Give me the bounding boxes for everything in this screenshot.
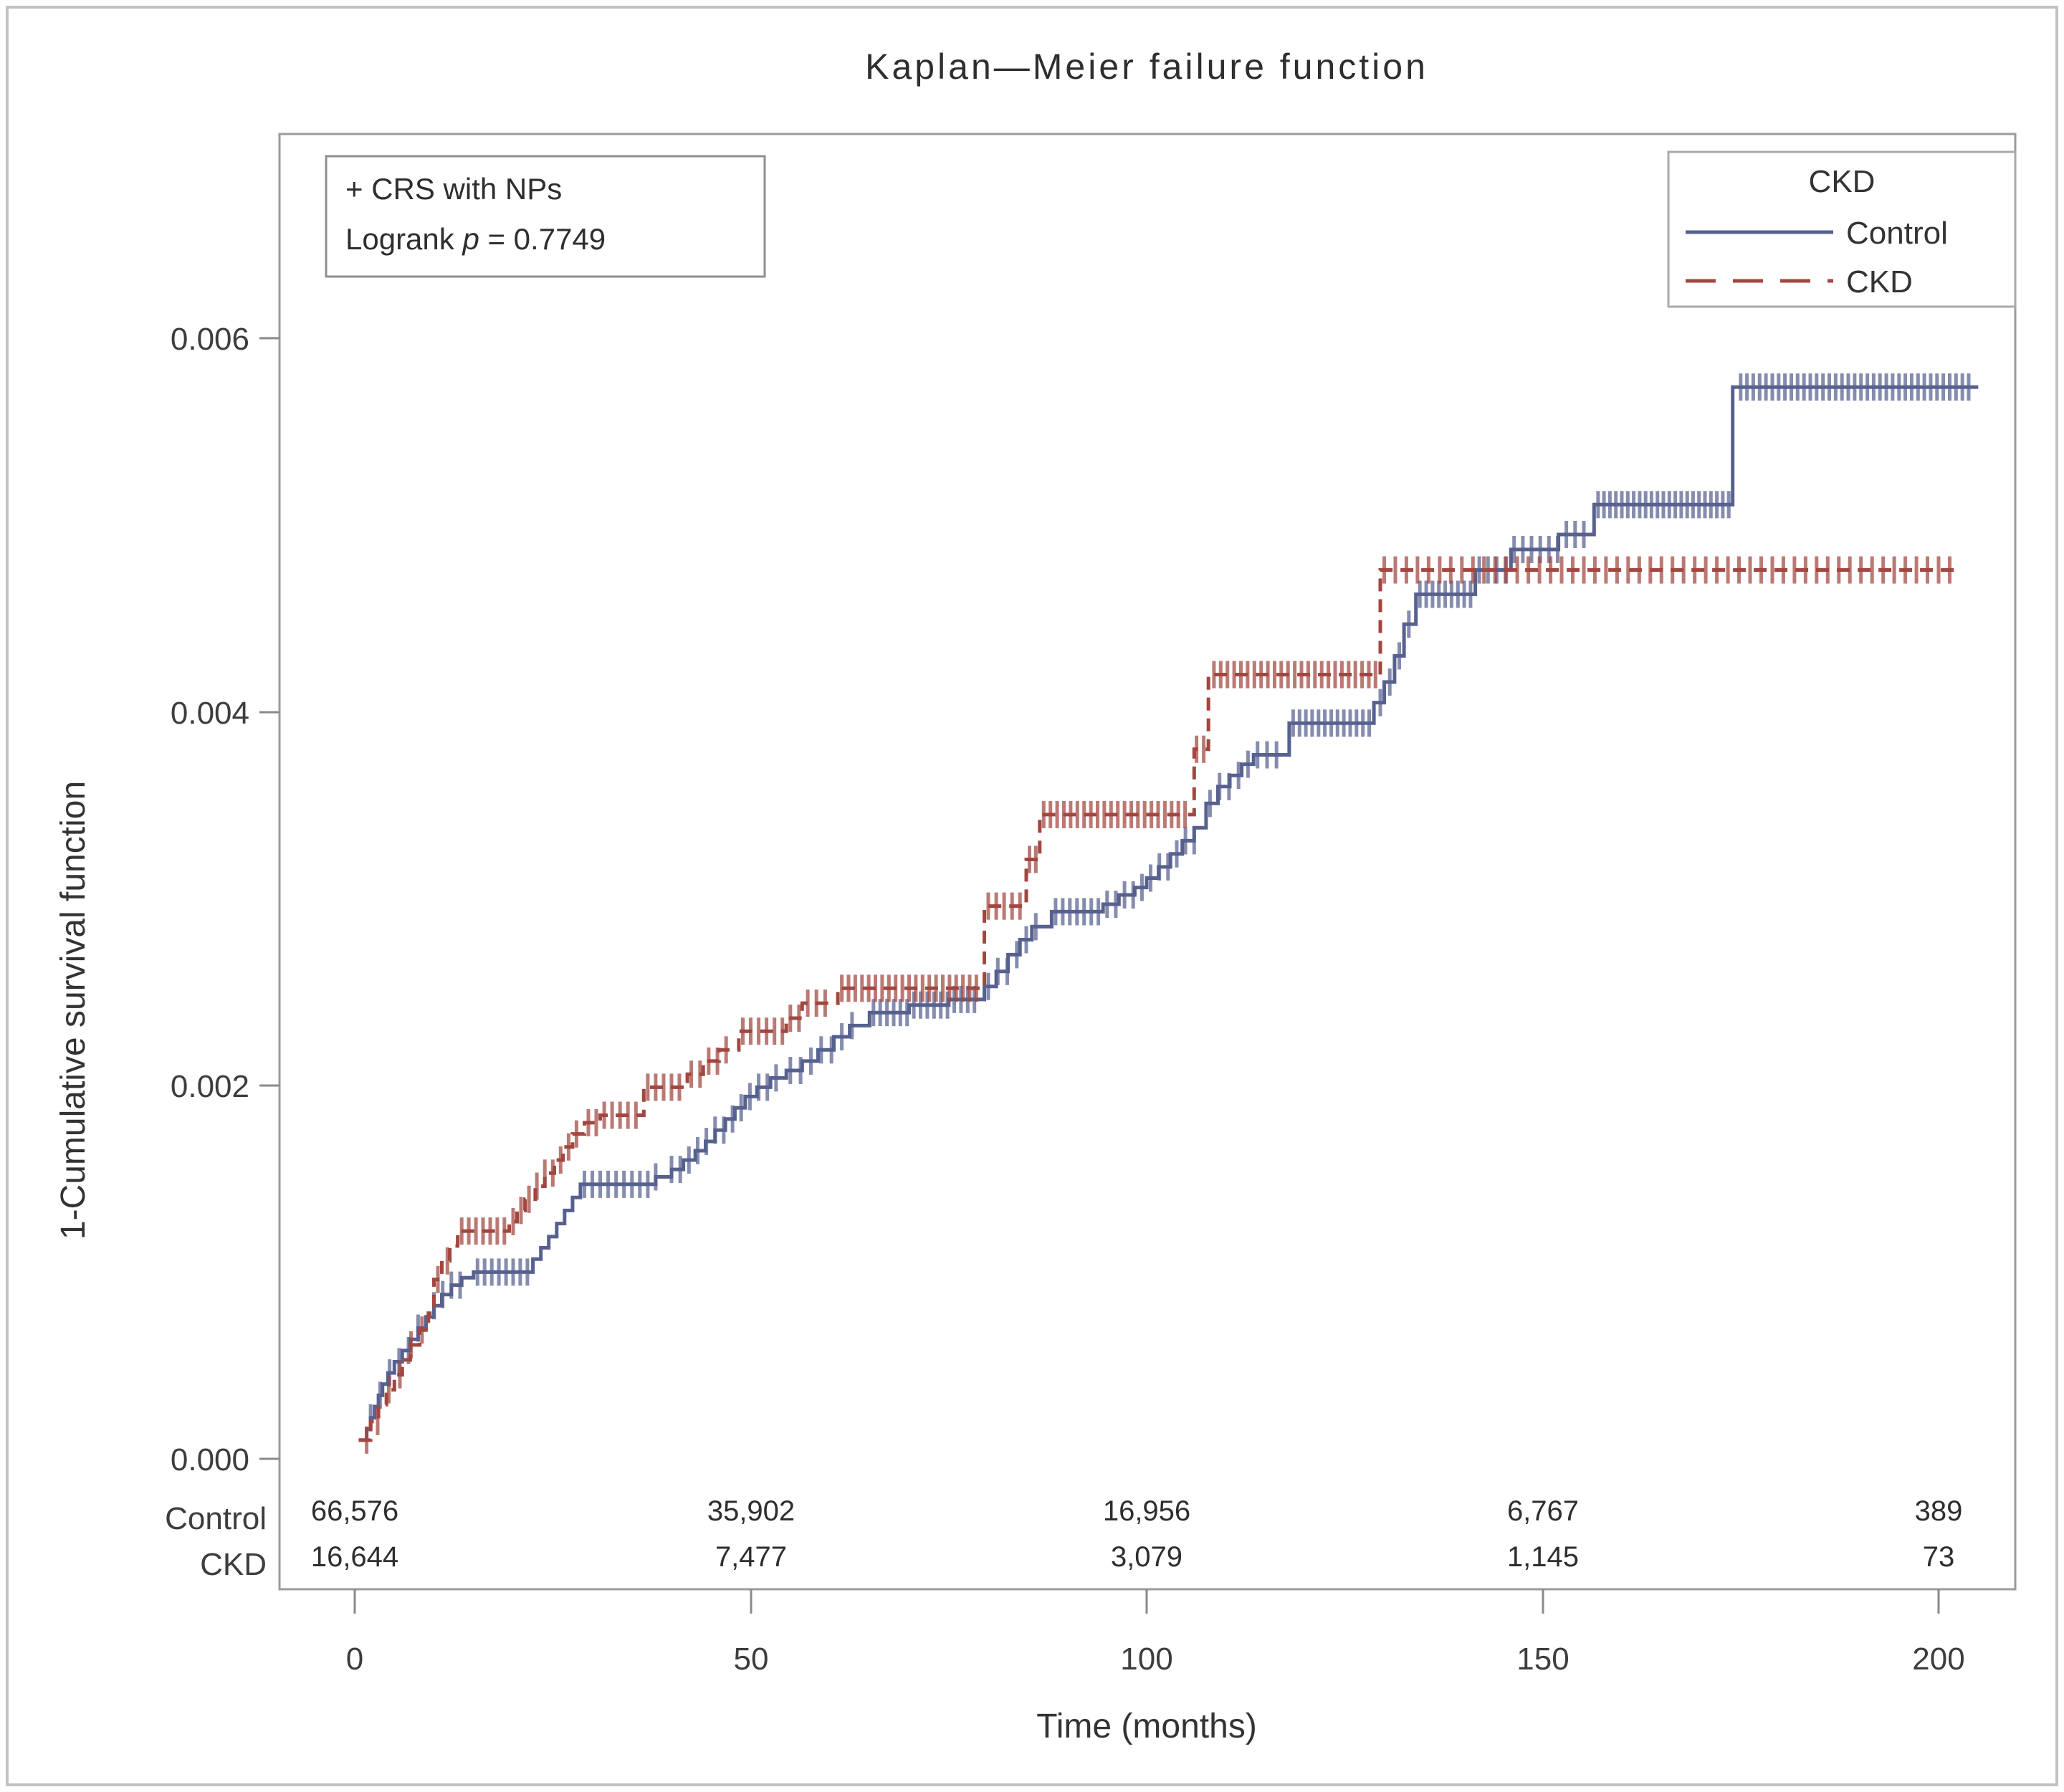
censor-marks-ckd <box>365 556 1951 1454</box>
at-risk-value: 1,145 <box>1507 1541 1579 1573</box>
y-tick-label: 0.002 <box>171 1069 249 1104</box>
at-risk-value: 66,576 <box>311 1495 398 1527</box>
y-axis-ticks: 0.006 0.004 0.002 0.000 <box>171 322 280 1477</box>
x-axis-ticks: 0 50 100 150 200 <box>346 1589 1965 1677</box>
chart-title: Kaplan—Meier failure function <box>865 47 1428 87</box>
at-risk-value: 16,956 <box>1103 1495 1190 1527</box>
x-axis-label: Time (months) <box>1036 1707 1257 1745</box>
x-tick-label: 200 <box>1912 1642 1964 1677</box>
at-risk-value: 35,902 <box>707 1495 795 1527</box>
legend-label-ckd: CKD <box>1846 264 1913 300</box>
logrank-p-value: Logrank p = 0.7749 <box>345 222 606 256</box>
at-risk-row-label-ckd: CKD <box>200 1547 267 1582</box>
censor-note: + CRS with NPs <box>345 172 562 206</box>
x-tick-label: 100 <box>1120 1642 1172 1677</box>
at-risk-value: 16,644 <box>311 1541 398 1573</box>
y-tick-label: 0.000 <box>171 1442 249 1477</box>
at-risk-value: 73 <box>1923 1541 1955 1573</box>
figure-border <box>6 6 2058 1786</box>
logrank-annotation-box: + CRS with NPs Logrank p = 0.7749 <box>325 155 766 278</box>
legend: CKD Control CKD <box>1667 150 2017 308</box>
legend-label-control: Control <box>1846 216 1948 251</box>
legend-title: CKD <box>1809 164 1876 199</box>
y-tick-label: 0.006 <box>171 322 249 357</box>
legend-border <box>1667 150 2017 308</box>
y-axis-label: 1-Cumulative survival function <box>54 781 92 1240</box>
x-tick-label: 50 <box>734 1642 769 1677</box>
plot-area-border <box>278 133 2017 1591</box>
censor-marks-control <box>368 373 1971 1432</box>
y-tick-label: 0.004 <box>171 696 249 731</box>
at-risk-table: Control CKD 66,576 35,902 16,956 6,767 3… <box>165 1495 1962 1582</box>
at-risk-value: 7,477 <box>715 1541 787 1573</box>
at-risk-value: 389 <box>1915 1495 1963 1527</box>
at-risk-value: 3,079 <box>1111 1541 1182 1573</box>
annotation-border <box>325 155 766 278</box>
x-tick-label: 150 <box>1516 1642 1569 1677</box>
at-risk-value: 6,767 <box>1507 1495 1579 1527</box>
km-curves <box>358 373 1979 1454</box>
x-tick-label: 0 <box>346 1642 363 1677</box>
at-risk-row-label-control: Control <box>165 1501 267 1536</box>
